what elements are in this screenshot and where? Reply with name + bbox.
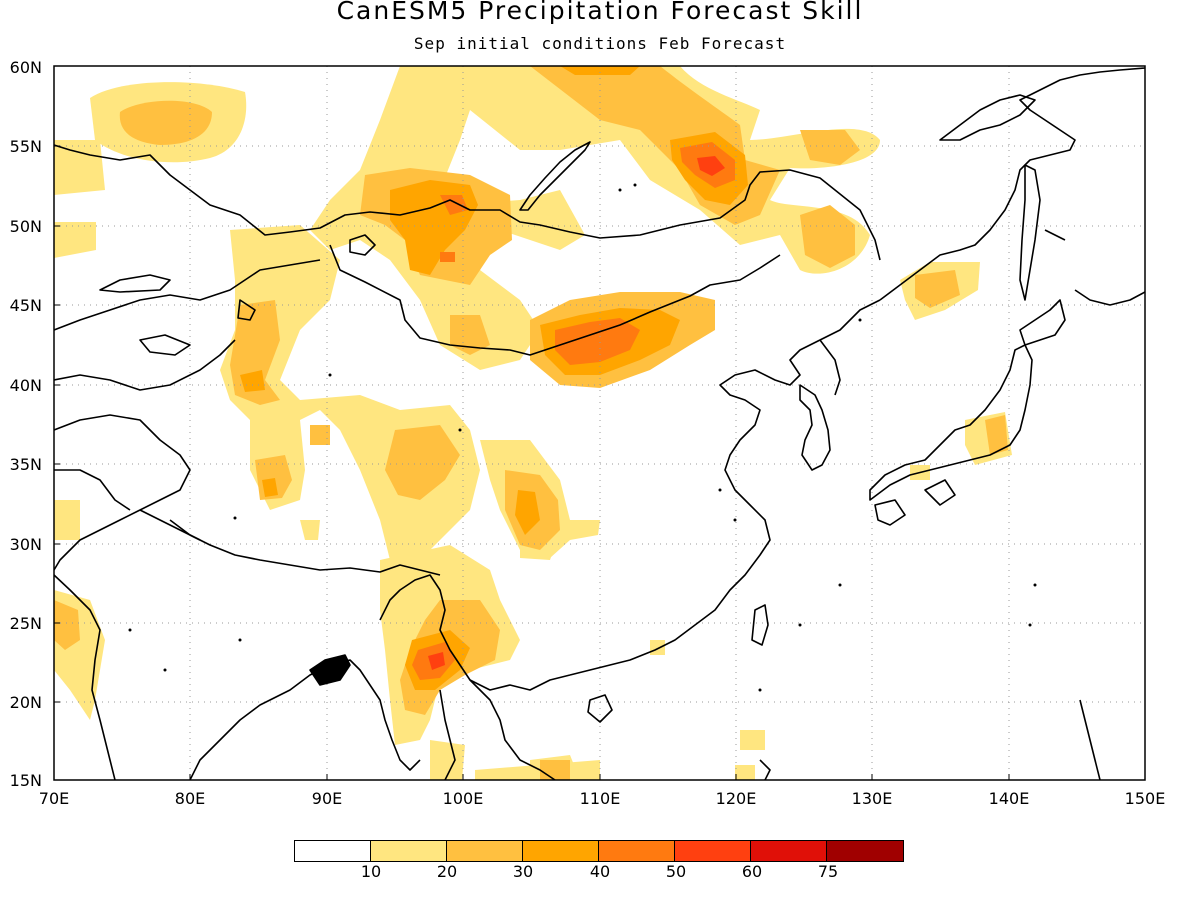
lon-label: 130E bbox=[851, 789, 893, 808]
colorbar-swatch bbox=[523, 841, 599, 861]
colorbar-swatch bbox=[599, 841, 675, 861]
colorbar-label: 20 bbox=[436, 862, 458, 881]
lon-label: 150E bbox=[1124, 789, 1166, 808]
lat-label: 35N bbox=[9, 455, 42, 474]
colorbar-swatch bbox=[751, 841, 827, 861]
small-islands bbox=[128, 183, 1037, 692]
lat-label: 55N bbox=[9, 137, 42, 156]
colorbar bbox=[294, 840, 904, 862]
lon-label: 70E bbox=[38, 789, 70, 808]
skill-level-2-areas bbox=[54, 66, 1008, 780]
lat-label: 15N bbox=[9, 771, 42, 790]
colorbar-swatch bbox=[295, 841, 371, 861]
skill-level-5-areas bbox=[428, 156, 725, 670]
colorbar-swatch bbox=[675, 841, 751, 861]
colorbar-label: 30 bbox=[512, 862, 534, 881]
colorbar-swatch bbox=[827, 841, 903, 861]
lon-label: 80E bbox=[174, 789, 206, 808]
lon-label: 140E bbox=[988, 789, 1030, 808]
lat-label: 60N bbox=[9, 58, 42, 77]
lat-label: 20N bbox=[9, 693, 42, 712]
lon-label: 110E bbox=[579, 789, 621, 808]
lon-label: 120E bbox=[715, 789, 757, 808]
axis-ticks bbox=[54, 145, 1010, 780]
colorbar-label: 10 bbox=[360, 862, 382, 881]
colorbar-swatch bbox=[447, 841, 523, 861]
lat-label: 50N bbox=[9, 217, 42, 236]
lat-label: 40N bbox=[9, 376, 42, 395]
colorbar-label: 50 bbox=[665, 862, 687, 881]
colorbar-swatch bbox=[371, 841, 447, 861]
lat-label: 30N bbox=[9, 535, 42, 554]
coastlines-and-borders bbox=[54, 67, 1145, 780]
colorbar-label: 60 bbox=[741, 862, 763, 881]
colorbar-label: 75 bbox=[817, 862, 839, 881]
map-subtitle: Sep initial conditions Feb Forecast bbox=[413, 34, 787, 53]
lon-label: 90E bbox=[311, 789, 343, 808]
colorbar-label: 40 bbox=[589, 862, 611, 881]
map-title: CanESM5 Precipitation Forecast Skill bbox=[336, 0, 864, 25]
lat-label: 25N bbox=[9, 614, 42, 633]
skill-level-1-areas bbox=[54, 66, 1012, 780]
lon-label: 100E bbox=[442, 789, 484, 808]
lat-label: 45N bbox=[9, 296, 42, 315]
